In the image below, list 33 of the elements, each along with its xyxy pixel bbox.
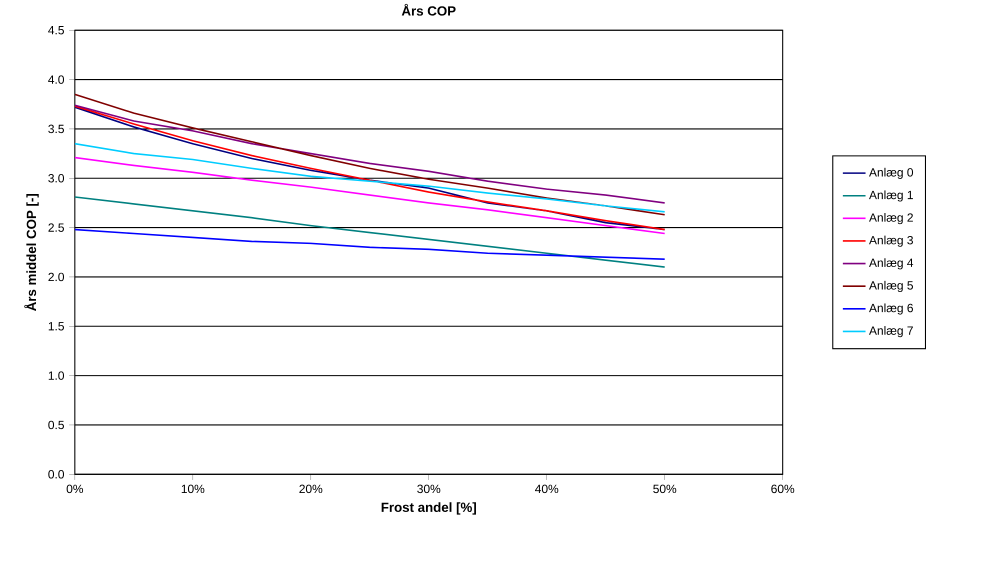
legend-label: Anlæg 3 (869, 236, 913, 247)
y-tick-label: 1.0 (48, 371, 64, 380)
legend-label: Anlæg 2 (869, 213, 913, 224)
legend-label: Anlæg 0 (869, 168, 914, 179)
x-axis-title: Frost andel [%] (382, 502, 476, 515)
x-tick-label: 10% (182, 484, 204, 494)
y-tick-label: 1.5 (48, 322, 64, 330)
line-series (74, 94, 666, 216)
x-tick-label: 30% (417, 484, 440, 494)
x-tick-label: 40% (535, 484, 558, 494)
y-tick-label: 0.5 (48, 420, 64, 430)
y-tick-label: 3.0 (48, 174, 64, 183)
legend-label: Anlæg 1 (869, 190, 913, 202)
line-series (74, 104, 666, 204)
legend-label: Anlæg 5 (869, 280, 913, 292)
x-tick-label: 50% (653, 484, 676, 494)
x-tick-label: 20% (299, 484, 322, 494)
chart-title: Års COP (402, 4, 456, 16)
y-tick-label: 0.0 (48, 470, 64, 479)
y-tick-label: 4.0 (48, 75, 64, 84)
y-tick-label: 3.5 (48, 124, 64, 134)
legend-label: Anlæg 6 (869, 304, 913, 315)
line-series (74, 142, 666, 213)
y-tick-label: 4.5 (48, 26, 64, 34)
legend-label: Anlæg 7 (869, 326, 913, 338)
legend-label: Anlæg 4 (869, 258, 914, 270)
line-series (74, 228, 666, 260)
y-tick-label: 2.5 (48, 223, 64, 232)
x-tick-label: 0% (66, 484, 84, 494)
y-axis-title: Års middel COP [-] (24, 194, 39, 312)
x-tick-label: 60% (771, 484, 794, 494)
line-series (74, 156, 666, 234)
y-tick-label: 2.0 (48, 272, 64, 282)
